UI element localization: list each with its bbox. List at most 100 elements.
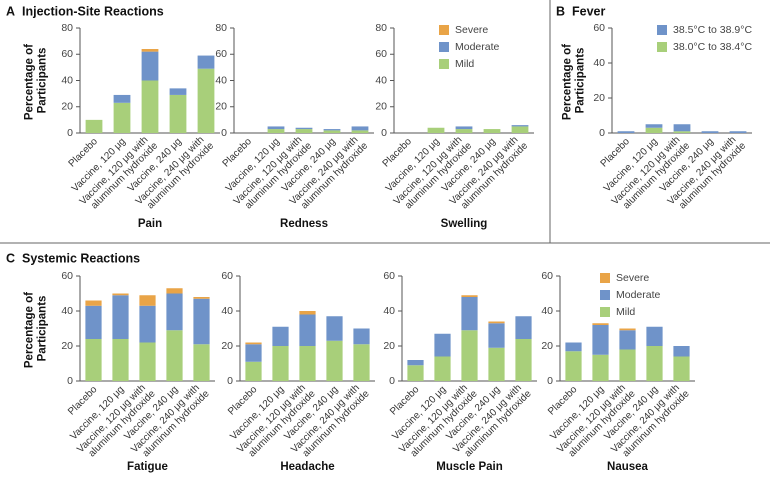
- legend-swatch: [439, 59, 449, 69]
- bar-segment: [245, 344, 262, 362]
- bar-segment: [407, 360, 424, 366]
- subplot-title: Redness: [280, 218, 328, 230]
- legend-label: Severe: [616, 272, 649, 284]
- bar-segment: [427, 127, 445, 133]
- bar-segment: [139, 295, 156, 306]
- bar-segment: [267, 126, 285, 130]
- bar-segment: [141, 80, 159, 133]
- bar-segment: [646, 326, 663, 346]
- y-tick-label: 60: [61, 48, 73, 60]
- bar-segment: [169, 88, 187, 95]
- y-tick-label: 0: [547, 375, 553, 387]
- y-tick-label: 0: [67, 375, 73, 387]
- bar-segment: [141, 49, 159, 52]
- bar-segment: [272, 326, 289, 346]
- bar-segment: [323, 129, 341, 131]
- bar-segment: [113, 102, 131, 133]
- bar-segment: [139, 342, 156, 381]
- y-tick-label: 20: [383, 340, 395, 352]
- subplot-title: Swelling: [441, 218, 488, 230]
- bar-segment: [407, 365, 424, 381]
- bar-segment: [511, 125, 529, 127]
- bar-segment: [166, 288, 183, 294]
- bar-segment: [673, 356, 690, 381]
- panel-title: Systemic Reactions: [22, 251, 140, 265]
- y-tick-label: 40: [221, 305, 233, 317]
- y-tick-label: 0: [599, 127, 605, 139]
- bar-segment: [488, 323, 505, 348]
- y-tick-label: 80: [215, 22, 227, 34]
- bar-segment: [461, 295, 478, 297]
- bar-segment: [85, 305, 102, 339]
- bar-segment: [85, 119, 103, 133]
- bar-segment: [323, 130, 341, 133]
- bar-segment: [193, 298, 210, 345]
- legend-swatch: [600, 290, 610, 300]
- legend-swatch: [439, 42, 449, 52]
- bar-segment: [617, 131, 635, 133]
- y-tick-label: 60: [541, 270, 553, 282]
- bar-segment: [461, 330, 478, 381]
- bar-segment: [619, 330, 636, 350]
- bar-segment: [85, 300, 102, 306]
- y-tick-label: 0: [67, 127, 73, 139]
- bar-segment: [729, 131, 747, 133]
- subplot-title: Pain: [138, 218, 162, 230]
- legend-swatch: [600, 307, 610, 317]
- bar-segment: [461, 297, 478, 331]
- legend-swatch: [657, 25, 667, 35]
- bar-segment: [299, 314, 316, 346]
- legend-swatch: [600, 273, 610, 283]
- legend-label: 38.5°C to 38.9°C: [673, 24, 752, 36]
- y-tick-label: 40: [593, 57, 605, 69]
- bar-segment: [245, 361, 262, 381]
- bar-segment: [197, 55, 215, 69]
- y-tick-label: 60: [61, 270, 73, 282]
- y-tick-label: 60: [221, 270, 233, 282]
- panel-label: C: [6, 251, 15, 265]
- panel-label: B: [556, 4, 565, 18]
- y-tick-label: 20: [221, 340, 233, 352]
- panel-label: A: [6, 4, 15, 18]
- bar-segment: [295, 129, 313, 133]
- bar-segment: [701, 131, 719, 133]
- bar-segment: [112, 295, 129, 339]
- bar-segment: [85, 339, 102, 381]
- legend-swatch: [657, 42, 667, 52]
- y-tick-label: 80: [375, 22, 387, 34]
- bar-segment: [351, 130, 369, 133]
- legend-label: Severe: [455, 24, 488, 36]
- y-axis-label: Percentage of Participants: [562, 41, 587, 120]
- y-tick-label: 80: [61, 22, 73, 34]
- legend-label: 38.0°C to 38.4°C: [673, 41, 752, 53]
- bar-segment: [113, 94, 131, 103]
- y-tick-label: 60: [215, 48, 227, 60]
- bar-segment: [112, 339, 129, 381]
- bar-segment: [488, 321, 505, 324]
- y-tick-label: 20: [593, 92, 605, 104]
- bar-segment: [193, 297, 210, 299]
- bar-segment: [592, 323, 609, 325]
- bar-segment: [267, 129, 285, 133]
- y-tick-label: 0: [227, 375, 233, 387]
- bar-segment: [455, 129, 473, 133]
- bar-segment: [511, 126, 529, 133]
- bar-segment: [139, 305, 156, 343]
- y-tick-label: 40: [61, 74, 73, 86]
- panel-title: Injection-Site Reactions: [22, 4, 164, 18]
- subplot-title: Muscle Pain: [436, 461, 502, 473]
- y-tick-label: 40: [383, 305, 395, 317]
- subplot-title: Nausea: [607, 461, 649, 473]
- bar-segment: [673, 131, 691, 133]
- bar-segment: [645, 127, 663, 133]
- bar-segment: [326, 340, 343, 381]
- y-tick-label: 40: [375, 74, 387, 86]
- bar-segment: [488, 347, 505, 381]
- y-tick-label: 20: [61, 101, 73, 113]
- bar-segment: [565, 351, 582, 381]
- panel-title: Fever: [572, 4, 605, 18]
- bar-segment: [434, 333, 451, 357]
- bar-segment: [515, 339, 532, 381]
- bar-segment: [646, 346, 663, 381]
